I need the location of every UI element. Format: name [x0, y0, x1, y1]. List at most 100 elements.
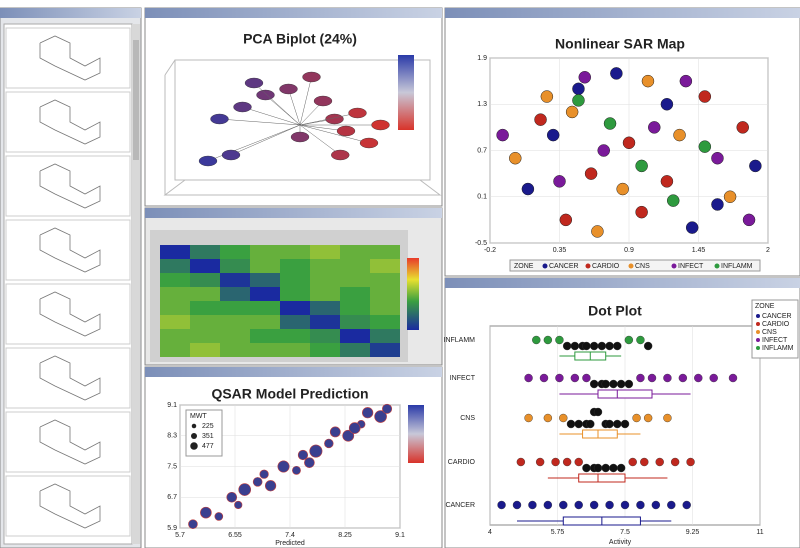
dot	[525, 374, 533, 382]
qsar-point	[253, 477, 262, 486]
legend-swatch	[756, 338, 760, 342]
dot	[540, 374, 548, 382]
dot	[625, 380, 633, 388]
desktop: PCA Biplot (24%) QSAR Model Prediction N…	[0, 0, 800, 548]
dot	[602, 464, 610, 472]
legend-swatch	[715, 264, 720, 269]
dot-x-label: Activity	[609, 539, 632, 546]
dot	[582, 374, 590, 382]
dot	[629, 458, 637, 466]
legend-label: CANCER	[762, 313, 792, 320]
heatmap-cell	[190, 329, 220, 343]
dot	[575, 458, 583, 466]
row-label: CANCER	[445, 502, 475, 509]
legend-label: CNS	[762, 329, 777, 336]
dot	[590, 501, 598, 509]
x-tick-label: 1.45	[692, 247, 706, 254]
heatmap-cell	[250, 245, 280, 259]
qsar-point	[265, 480, 276, 491]
x-tick-label: 2	[766, 247, 770, 254]
heatmap-cell	[310, 301, 340, 315]
row-label: CNS	[460, 415, 475, 422]
qsar-point	[304, 458, 314, 468]
heatmap-cell	[190, 259, 220, 273]
y-tick-label: 1.9	[477, 55, 487, 62]
sar-point	[554, 175, 566, 187]
y-tick-label: 1.3	[477, 101, 487, 108]
qsar-point	[298, 450, 308, 460]
dot	[683, 501, 691, 509]
dot	[613, 420, 621, 428]
box	[579, 474, 625, 482]
sar-point	[617, 183, 629, 195]
dot	[636, 374, 644, 382]
dot	[667, 501, 675, 509]
dot	[567, 420, 575, 428]
heatmap-cell	[340, 343, 370, 357]
pca-point	[245, 78, 263, 88]
heatmap-cell	[160, 287, 190, 301]
legend-swatch	[756, 322, 760, 326]
heatmap-cell	[190, 287, 220, 301]
dot	[563, 342, 571, 350]
size-legend-label: 351	[202, 433, 214, 440]
sar-point	[522, 183, 534, 195]
heatmap-cell	[160, 329, 190, 343]
pca-point	[303, 72, 321, 82]
legend-swatch	[672, 264, 677, 269]
y-tick-label: 7.5	[167, 463, 177, 470]
qsar-point	[349, 423, 360, 434]
heatmap-cell	[220, 301, 250, 315]
sar-point	[591, 225, 603, 237]
x-tick-label: 11	[756, 529, 763, 536]
heatmap-cell	[310, 259, 340, 273]
dot	[582, 464, 590, 472]
pca-point	[349, 108, 367, 118]
dot	[636, 501, 644, 509]
x-tick-label: 9.25	[686, 529, 700, 536]
heatmap-cell	[190, 245, 220, 259]
qsar-point	[200, 507, 211, 518]
legend-swatch	[586, 264, 591, 269]
dot	[652, 501, 660, 509]
structure-card	[6, 28, 130, 88]
dot	[694, 374, 702, 382]
x-tick-label: 7.5	[620, 529, 630, 536]
x-tick-label: 0.35	[553, 247, 567, 254]
dot	[532, 336, 540, 344]
heatmap-cell	[370, 259, 400, 273]
heatmap-cell	[250, 301, 280, 315]
size-legend-title: MWT	[190, 413, 207, 420]
sar-point	[535, 114, 547, 126]
dot	[517, 458, 525, 466]
heatmap-cell	[370, 329, 400, 343]
heatmap-cell	[340, 301, 370, 315]
sar-point	[604, 118, 616, 130]
sar-point	[610, 67, 622, 79]
heatmap-cell	[280, 287, 310, 301]
heatmap-cell	[310, 315, 340, 329]
heatmap-cell	[370, 343, 400, 357]
heatmap-cell	[340, 273, 370, 287]
dot-title: Dot Plot	[588, 303, 642, 319]
heatmap-cell	[280, 259, 310, 273]
qsar-point	[382, 404, 391, 413]
dot	[617, 380, 625, 388]
heatmap-cell	[250, 259, 280, 273]
qsar-title: QSAR Model Prediction	[211, 386, 368, 402]
x-tick-label: 6.55	[228, 532, 242, 539]
row-label: INFECT	[450, 375, 476, 382]
heatmap-cell	[310, 287, 340, 301]
qsar-point	[188, 520, 197, 529]
dot	[606, 420, 614, 428]
legend-label: INFECT	[762, 337, 788, 344]
size-legend-label: 225	[202, 423, 214, 430]
legend-label: INFECT	[678, 263, 704, 270]
sar-point	[749, 160, 761, 172]
dot	[563, 458, 571, 466]
y-tick-label: -0.5	[475, 240, 487, 247]
dot	[609, 464, 617, 472]
pca-point	[222, 150, 240, 160]
qsar-point	[330, 427, 340, 437]
qsar-point	[324, 439, 333, 448]
